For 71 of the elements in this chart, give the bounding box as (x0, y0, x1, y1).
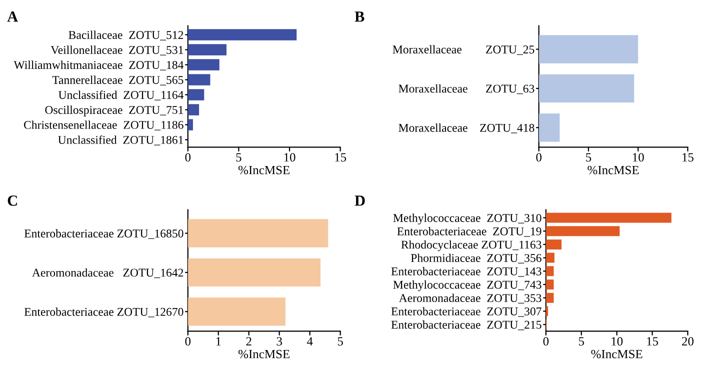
bar (188, 44, 226, 56)
x-tick-label: 15 (682, 153, 694, 162)
x-axis-title: %IncMSE (588, 166, 639, 174)
bar (546, 252, 554, 263)
bar (546, 212, 672, 223)
x-tick-label: 0 (536, 153, 542, 162)
bar (538, 114, 560, 142)
text: A (7, 12, 18, 22)
x-axis-title: %IncMSE (238, 166, 290, 174)
y-tick-label: Christensenellaceae ZOTU_1186 (24, 120, 184, 130)
text: D (354, 196, 365, 206)
x-tick-label: 20 (682, 337, 694, 346)
y-tick-label: Methylococcaceae ZOTU_743 (393, 280, 542, 292)
x-tick-label: 5 (586, 153, 592, 162)
y-tick-label: Methylococcaceae ZOTU_310 (393, 214, 542, 224)
x-tick-label: 5 (578, 337, 584, 346)
x-tick-label: 15 (647, 337, 658, 346)
bar (188, 74, 210, 86)
x-tick-label: 10 (632, 153, 644, 162)
x-tick-label: 0 (543, 337, 549, 346)
y-tick-label: Moraxellaceae ZOTU_25 (392, 45, 534, 55)
bar (546, 266, 554, 276)
bar (188, 119, 193, 130)
bar (546, 306, 548, 316)
bar (546, 292, 554, 303)
y-tick-label: Enterobacteriaceae ZOTU_16850 (24, 229, 184, 239)
text: B (354, 12, 364, 22)
y-tick-label: Enterobacteriaceae ZOTU_215 (391, 320, 542, 330)
x-tick-label: 3 (276, 337, 282, 346)
y-tick-label: Moraxellaceae ZOTU_418 (398, 124, 534, 134)
x-tick-label: 0 (185, 153, 191, 162)
x-tick-label: 10 (612, 337, 623, 346)
bar (188, 89, 204, 100)
y-tick-label: Unclassified ZOTU_1861 (58, 135, 184, 146)
x-tick-label: 0 (185, 337, 191, 346)
y-tick-label: Williamwhitmaniaceae ZOTU_184 (14, 60, 184, 70)
x-axis-title: %IncMSE (238, 350, 290, 358)
bar (538, 74, 634, 103)
y-tick-label: Tannerellaceae ZOTU_565 (52, 76, 184, 86)
bar (188, 104, 200, 116)
x-axis-title: %IncMSE (591, 350, 642, 358)
y-tick-label: Oscillospiraceae ZOTU_751 (45, 106, 184, 116)
bar (546, 226, 620, 236)
bar (188, 298, 286, 326)
bar (546, 279, 554, 290)
bar (188, 258, 321, 287)
x-tick-label: 15 (335, 153, 346, 162)
bar (188, 59, 220, 70)
x-tick-label: 5 (236, 153, 242, 162)
text: C (8, 196, 17, 206)
x-tick-label: 5 (338, 337, 343, 346)
y-tick-label: Veillonellaceae ZOTU_531 (50, 46, 184, 56)
x-tick-label: 4 (306, 337, 313, 346)
y-tick-label: Aeromonadaceae ZOTU_353 (398, 294, 542, 304)
x-tick-label: 10 (284, 153, 296, 162)
y-tick-label: Moraxellaceae ZOTU_63 (398, 84, 534, 94)
x-tick-label: 2 (246, 337, 252, 346)
bar (188, 29, 297, 40)
y-tick-label: Unclassified ZOTU_1164 (58, 90, 184, 100)
y-tick-label: Enterobacteriaceae ZOTU_307 (391, 307, 542, 317)
bar (538, 35, 638, 64)
y-tick-label: Aeromonadaceae ZOTU_1642 (32, 268, 184, 278)
y-tick-label: Enterobacteriaceae ZOTU_19 (397, 227, 542, 237)
y-tick-label: Bacillaceae ZOTU_512 (68, 30, 184, 40)
y-tick-label: Rhodocyclaceae ZOTU_1163 (401, 240, 542, 252)
x-tick-label: 1 (216, 337, 221, 346)
y-tick-label: Enterobacteriaceae ZOTU_12670 (24, 308, 184, 318)
y-tick-label: Enterobacteriaceae ZOTU_143 (391, 267, 542, 277)
bar (188, 219, 328, 248)
y-tick-label: Phormidiaceae ZOTU_356 (410, 254, 542, 264)
bar (546, 239, 562, 250)
